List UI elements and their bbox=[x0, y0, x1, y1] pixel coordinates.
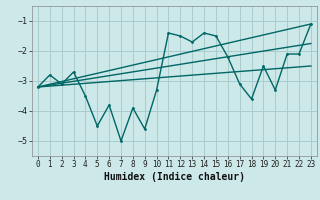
X-axis label: Humidex (Indice chaleur): Humidex (Indice chaleur) bbox=[104, 172, 245, 182]
